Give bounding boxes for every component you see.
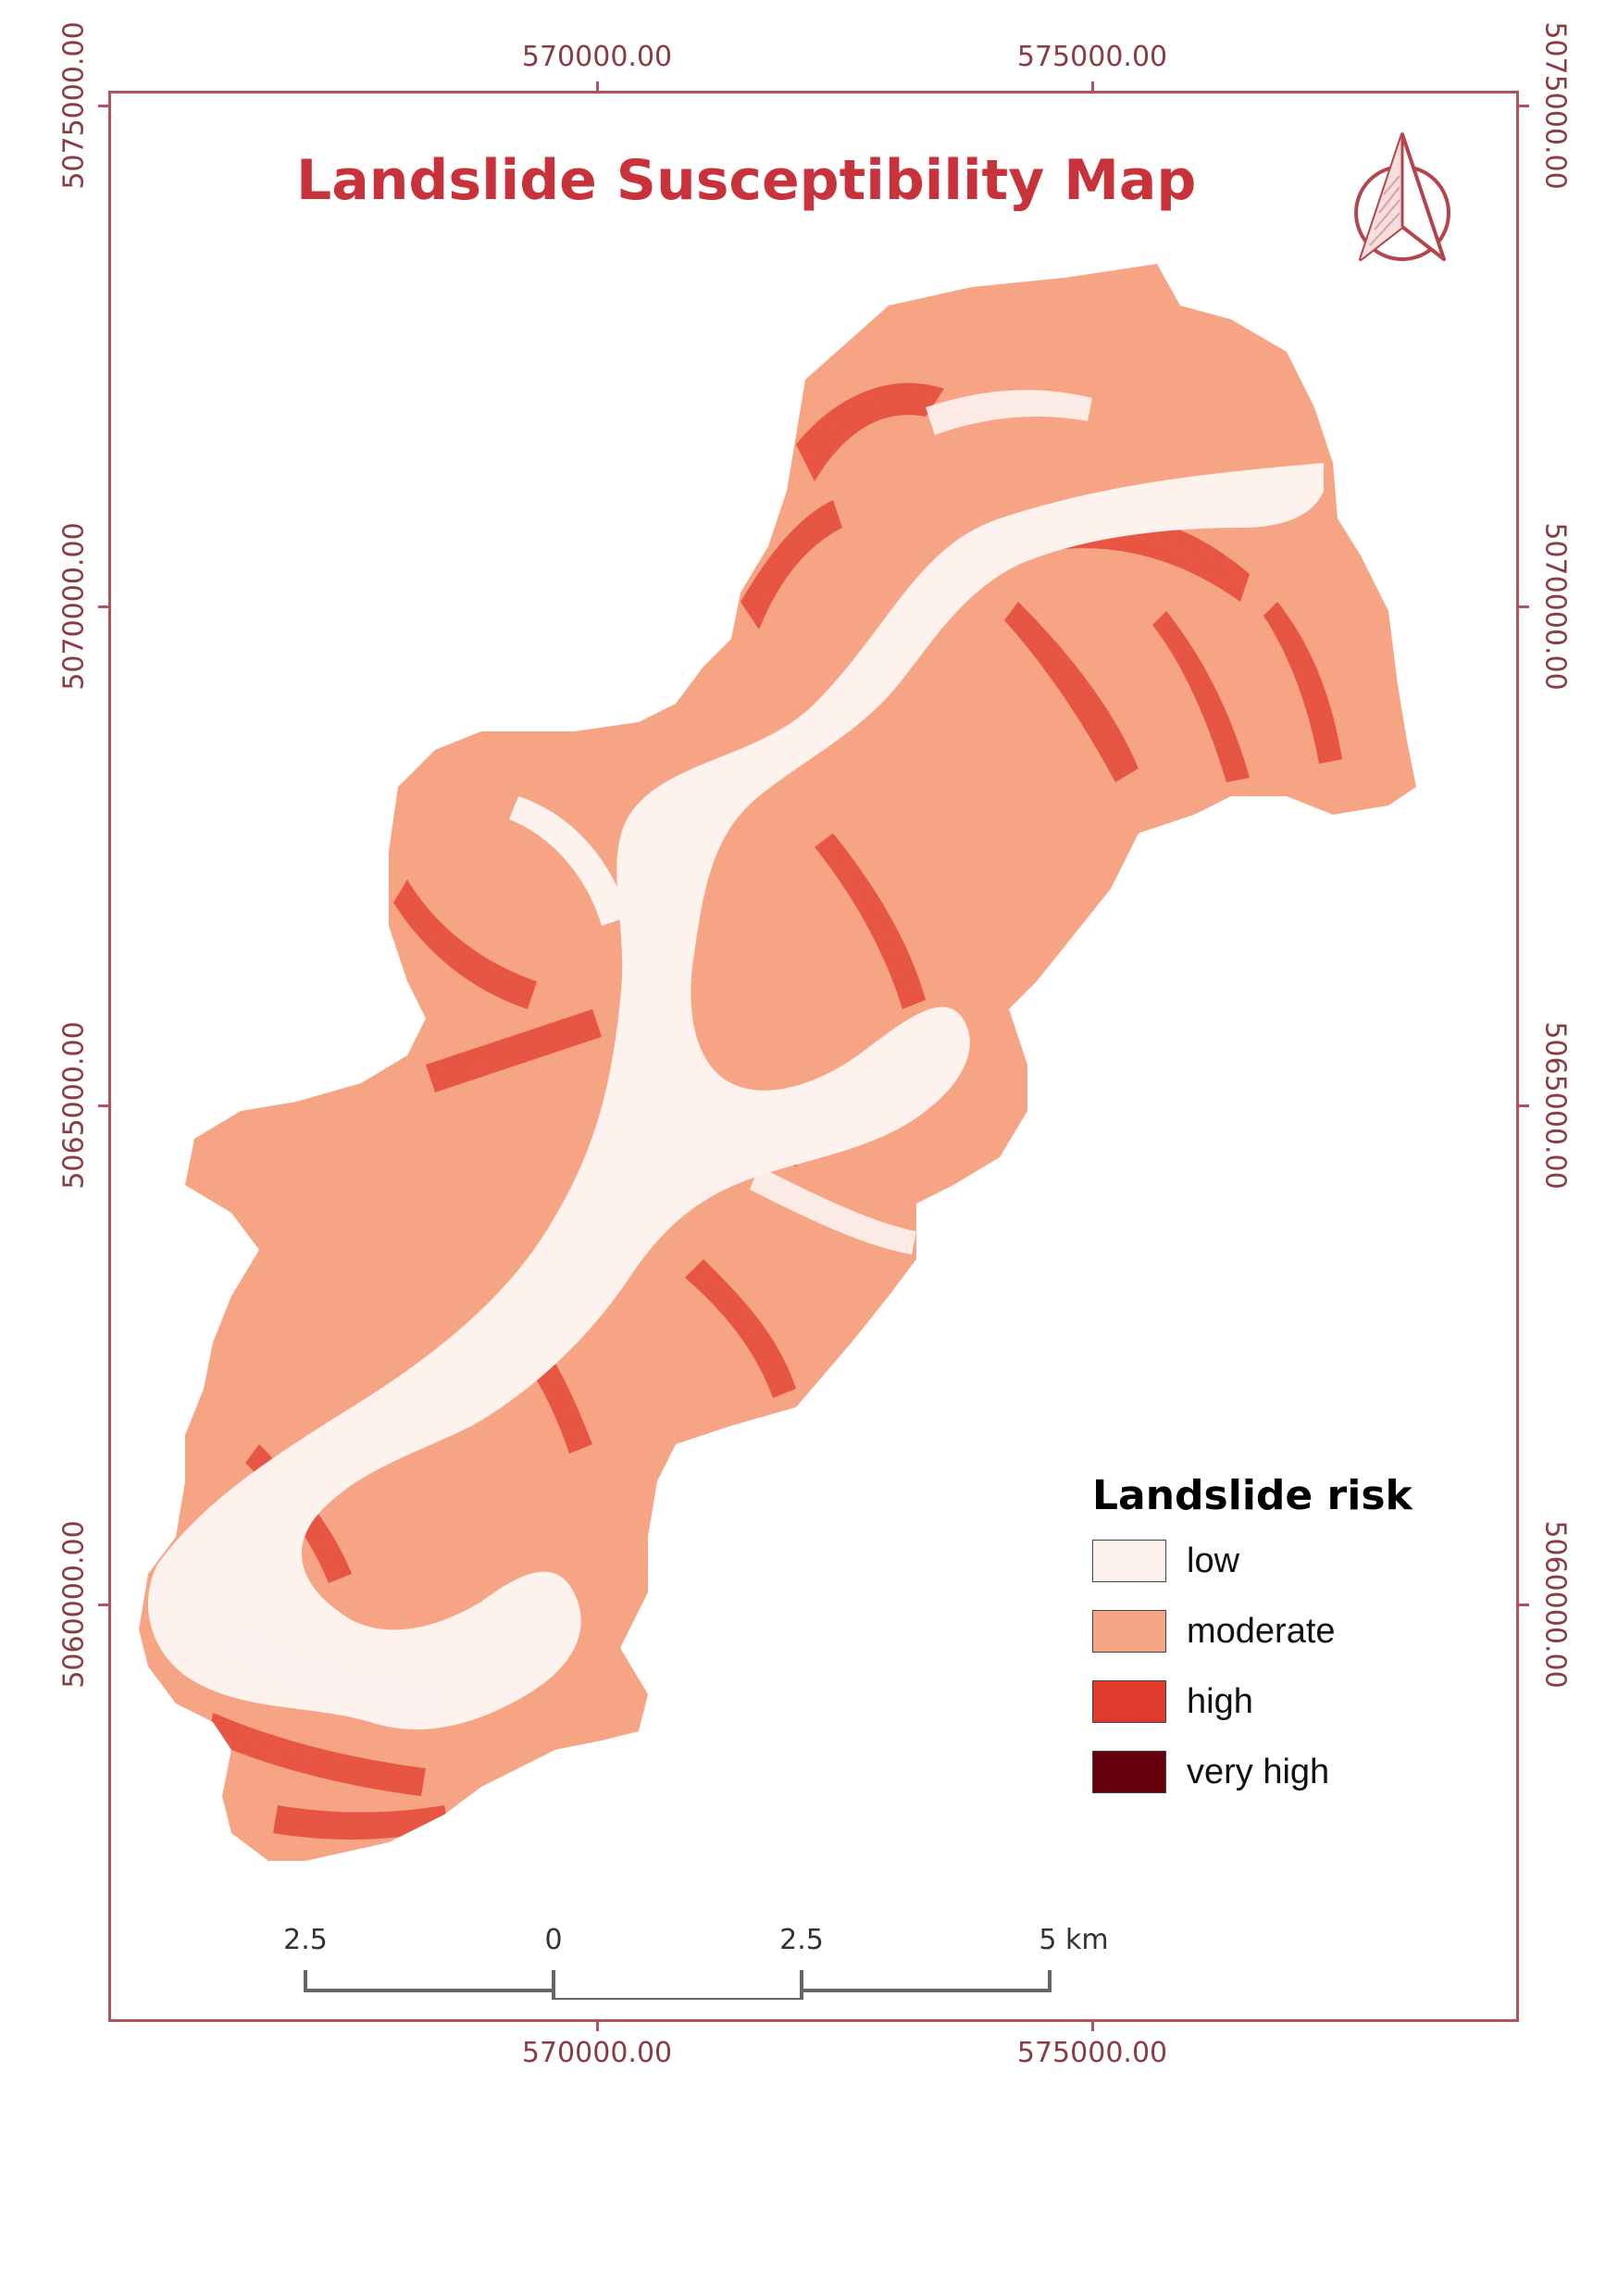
scale-label-0: 0 <box>544 1924 563 1956</box>
tick-left-4 <box>98 1603 109 1606</box>
legend-item-moderate: moderate <box>1092 1609 1336 1653</box>
coord-top-570000: 570000.00 <box>521 41 673 73</box>
legend-swatch-high <box>1092 1680 1166 1723</box>
tick-right-2 <box>1518 605 1529 608</box>
scale-label-2.5-right: 2.5 <box>779 1924 824 1956</box>
legend-item-very-high: very high <box>1092 1750 1329 1794</box>
legend-item-high: high <box>1092 1679 1253 1724</box>
scale-label-5km: 5 km <box>1039 1924 1109 1956</box>
legend-item-low: low <box>1092 1539 1239 1583</box>
tick-top-1 <box>596 81 599 93</box>
legend-swatch-low <box>1092 1540 1166 1582</box>
legend-title: Landslide risk <box>1092 1472 1413 1519</box>
tick-left-3 <box>98 1104 109 1107</box>
map-frame <box>108 91 1519 2022</box>
tick-right-3 <box>1518 1104 1529 1107</box>
legend-label-moderate: moderate <box>1187 1611 1336 1651</box>
north-arrow-icon <box>1354 132 1450 261</box>
tick-top-2 <box>1091 81 1094 93</box>
tick-right-4 <box>1518 1603 1529 1606</box>
coord-bottom-575000: 575000.00 <box>1016 2037 1168 2069</box>
legend-label-low: low <box>1187 1541 1240 1580</box>
tick-bottom-2 <box>1091 2020 1094 2031</box>
scale-label-2.5-left: 2.5 <box>283 1924 328 1956</box>
coord-bottom-570000: 570000.00 <box>521 2037 673 2069</box>
map-title: Landslide Susceptibility Map <box>296 148 1197 213</box>
tick-left-2 <box>98 605 109 608</box>
scale-bar <box>304 1970 1052 2000</box>
legend-swatch-very-high <box>1092 1751 1166 1793</box>
coord-top-575000: 575000.00 <box>1016 41 1168 73</box>
legend-swatch-moderate <box>1092 1610 1166 1653</box>
legend-label-high: high <box>1187 1681 1253 1721</box>
legend-label-very-high: very high <box>1187 1752 1330 1791</box>
tick-bottom-1 <box>596 2020 599 2031</box>
tick-left-1 <box>98 105 109 107</box>
tick-right-1 <box>1518 105 1529 107</box>
